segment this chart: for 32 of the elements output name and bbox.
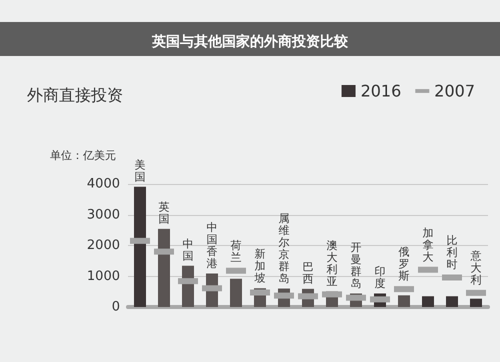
- legend-label: 2007: [434, 82, 475, 100]
- y-tick-label: 1000: [86, 268, 120, 284]
- bar: [470, 298, 482, 307]
- x-tick-label: 加拿大: [422, 226, 434, 264]
- x-tick-label: 新加坡: [254, 248, 266, 285]
- bar: [398, 295, 410, 307]
- y-tick-label: 0: [112, 300, 120, 314]
- chart-subtitle: 外商直接投资: [27, 86, 123, 104]
- x-tick-label: 开曼群岛: [350, 240, 362, 290]
- bar: [158, 228, 170, 307]
- x-tick-label: 英国: [158, 200, 170, 226]
- bar: [134, 186, 146, 307]
- x-tick-label: 属维尔京群岛: [278, 212, 290, 286]
- x-tick-label: 美国: [134, 158, 146, 184]
- x-tick-label: 巴西: [302, 260, 314, 286]
- x-tick-label: 中国: [182, 237, 194, 262]
- x-tick-label: 比利时: [446, 234, 458, 271]
- bar: [422, 296, 434, 307]
- y-tick-label: 2000: [86, 238, 120, 253]
- legend-label: 2016: [360, 82, 402, 100]
- x-tick-label: 荷兰: [230, 239, 242, 264]
- bar: [446, 296, 458, 307]
- bar: [230, 278, 242, 307]
- text: 单位：亿美元: [50, 149, 116, 162]
- x-tick-label: 印度: [374, 264, 386, 290]
- x-tick-label: 中国香港: [206, 220, 218, 270]
- chart-title: 英国与其他国家的外商投资比较: [151, 33, 349, 50]
- y-tick-label: 4000: [86, 176, 120, 192]
- x-tick-label: 俄罗斯: [398, 246, 410, 283]
- y-tick-label: 3000: [86, 207, 120, 222]
- x-tick-label: 意大利: [470, 249, 482, 286]
- x-tick-label: 澳大利亚: [326, 238, 338, 288]
